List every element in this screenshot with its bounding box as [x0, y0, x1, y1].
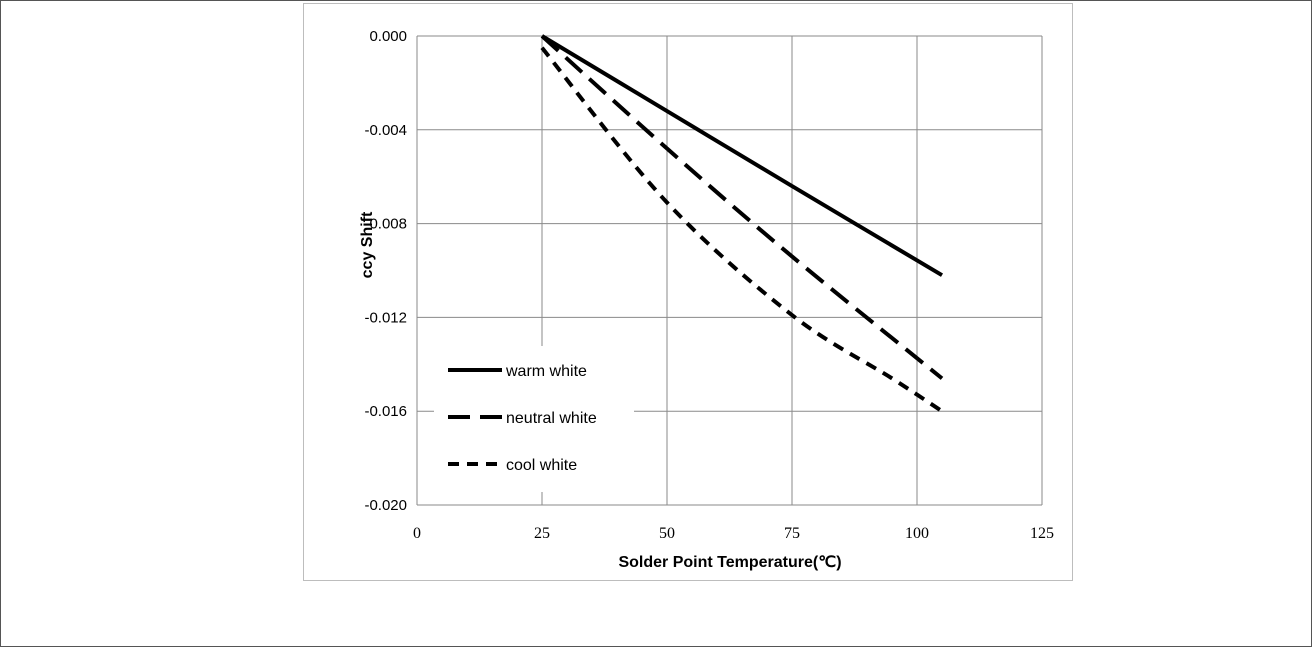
legend: warm white neutral white cool white [434, 346, 634, 492]
y-tick-label: -0.012 [364, 309, 407, 326]
x-tick-labels: 0 25 50 75 100 125 [413, 525, 1054, 542]
grid [417, 35, 1043, 506]
y-axis-title: ccy Shift [359, 211, 376, 278]
x-tick-label: 100 [905, 525, 929, 542]
series-line-cool-white [540, 46, 944, 413]
legend-label: cool white [506, 457, 577, 474]
series-line-warm-white [540, 34, 944, 277]
y-tick-label: -0.008 [364, 216, 407, 233]
x-tick-label: 50 [659, 525, 675, 542]
y-tick-label: -0.020 [364, 497, 407, 514]
chart-border [303, 3, 1073, 581]
y-tick-label: -0.016 [364, 403, 407, 420]
x-axis-title: Solder Point Temperature(℃) [618, 554, 841, 571]
x-tick-label: 0 [413, 525, 421, 542]
y-tick-label: -0.004 [364, 122, 407, 139]
x-tick-label: 75 [784, 525, 800, 542]
y-tick-label: 0.000 [369, 28, 407, 45]
legend-label: neutral white [506, 410, 597, 427]
series-line-neutral-white [540, 34, 944, 380]
x-tick-label: 25 [534, 525, 550, 542]
legend-label: warm white [505, 363, 587, 380]
y-tick-labels: 0.000 -0.004 -0.008 -0.012 -0.016 -0.020 [364, 28, 407, 514]
series-lines [540, 34, 944, 413]
x-tick-label: 125 [1030, 525, 1054, 542]
